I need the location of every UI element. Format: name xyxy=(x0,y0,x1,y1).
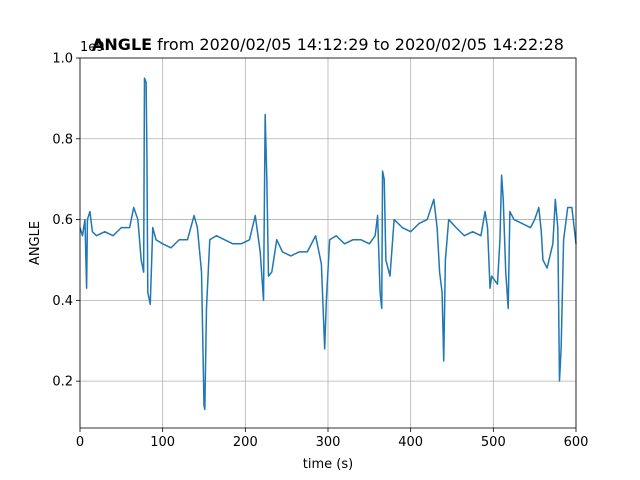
x-tick-label: 400 xyxy=(398,435,423,450)
x-tick-label: 100 xyxy=(150,435,175,450)
x-tick-label: 300 xyxy=(316,435,341,450)
title-bold: ANGLE xyxy=(92,35,152,54)
y-tick-label: 1.0 xyxy=(52,52,73,67)
x-tick-label: 500 xyxy=(481,435,506,450)
title-text: from 2020/02/05 14:12:29 to 2020/02/05 1… xyxy=(157,35,564,54)
x-tick-label: 600 xyxy=(564,435,589,450)
y-axis-label: ANGLE xyxy=(28,221,43,265)
x-axis-label: time (s) xyxy=(303,457,353,472)
offset-text: 1e9 xyxy=(80,40,105,55)
x-tick-label: 200 xyxy=(233,435,258,450)
data-line xyxy=(79,77,577,411)
chart-title: ANGLE from 2020/02/05 14:12:29 to 2020/02… xyxy=(92,35,564,54)
x-tick-label: 0 xyxy=(76,435,84,450)
y-tick-label: 0.4 xyxy=(52,294,73,309)
y-tick-label: 0.6 xyxy=(52,213,73,228)
y-tick-label: 0.2 xyxy=(52,375,73,390)
plot-frame xyxy=(79,57,577,429)
y-tick-label: 0.8 xyxy=(52,132,73,147)
